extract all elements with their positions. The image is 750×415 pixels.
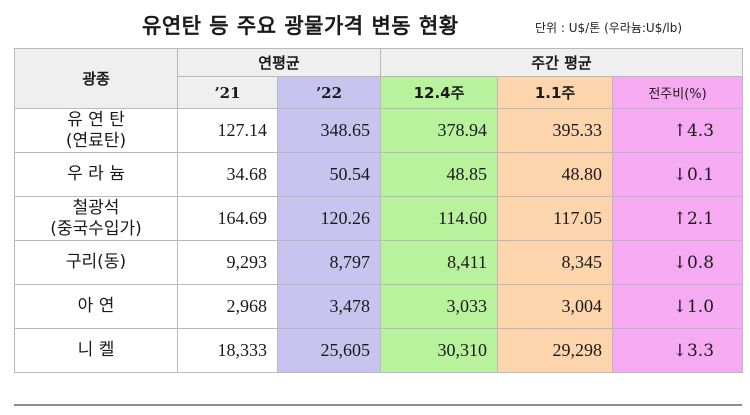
cell-week1: 114.60 (380, 196, 498, 241)
title-row: 유연탄 등 주요 광물가격 변동 현황 단위 : U$/톤 (우라늄:U$/lb… (0, 6, 750, 40)
cell-week1: 30,310 (380, 328, 498, 373)
mineral-price-table: 광종 연평균 주간 평균 ’21 ’22 12.4주 1.1주 전주비(%) 유… (14, 48, 744, 373)
header-week2: 1.1주 (497, 76, 613, 109)
page-title: 유연탄 등 주요 광물가격 변동 현황 (142, 14, 459, 38)
row-name-line1: 철광석 (72, 197, 120, 218)
row-name-line1: 구리(동) (65, 252, 127, 272)
cell-2021: 164.69 (177, 196, 278, 241)
cell-change: ↑4.3 (611, 108, 744, 153)
header-annual-avg: 연평균 (177, 48, 381, 77)
cell-change: ↓3.3 (611, 328, 744, 373)
cell-2022: 25,605 (277, 328, 381, 373)
cell-week2: 3,004 (497, 284, 613, 329)
row-name-line1: 유 연 탄 (67, 109, 125, 130)
cell-week2: 48.80 (497, 152, 613, 197)
cell-2022: 3,478 (277, 284, 381, 329)
cell-change: ↑2.1 (611, 196, 744, 241)
table-row: 철광석 (중국수입가) 164.69 120.26 114.60 117.05 … (14, 196, 744, 241)
row-name: 아 연 (14, 284, 178, 329)
header-mineral: 광종 (14, 48, 178, 109)
header-row-2: ’21 ’22 12.4주 1.1주 전주비(%) (15, 76, 744, 109)
table-row: 니 켈 18,333 25,605 30,310 29,298 ↓3.3 (14, 328, 744, 373)
cell-2021: 2,968 (177, 284, 278, 329)
row-name: 우 라 늄 (14, 152, 178, 197)
cell-week1: 8,411 (380, 240, 498, 285)
cell-change: ↓0.8 (611, 240, 744, 285)
cell-2022: 348.65 (277, 108, 381, 153)
header-week1: 12.4주 (380, 76, 498, 109)
row-name: 철광석 (중국수입가) (14, 196, 178, 241)
unit-note: 단위 : U$/톤 (우라늄:U$/lb) (535, 21, 683, 35)
row-name-line1: 아 연 (77, 296, 115, 316)
header-2022: ’22 (277, 76, 381, 109)
cell-2021: 9,293 (177, 240, 278, 285)
cell-2022: 8,797 (277, 240, 381, 285)
cell-2022: 50.54 (277, 152, 381, 197)
cell-2021: 127.14 (177, 108, 278, 153)
row-name-line1: 우 라 늄 (67, 164, 125, 184)
row-name: 유 연 탄 (연료탄) (14, 108, 178, 153)
cell-week1: 378.94 (380, 108, 498, 153)
cell-change: ↓1.0 (611, 284, 744, 329)
cell-week2: 8,345 (497, 240, 613, 285)
header-2021: ’21 (177, 76, 278, 109)
row-name-line2: (중국수입가) (50, 218, 142, 239)
cell-week2: 117.05 (497, 196, 613, 241)
header-change: 전주비(%) (611, 76, 744, 109)
row-name-line2: (연료탄) (65, 130, 127, 151)
cell-week2: 395.33 (497, 108, 613, 153)
row-name-line1: 니 켈 (77, 340, 115, 360)
cell-2021: 18,333 (177, 328, 278, 373)
cell-change: ↓0.1 (611, 152, 744, 197)
table-row: 구리(동) 9,293 8,797 8,411 8,345 ↓0.8 (14, 240, 744, 285)
table-bottom-rule (14, 404, 742, 406)
row-name: 구리(동) (14, 240, 178, 285)
row-name: 니 켈 (14, 328, 178, 373)
table-row: 우 라 늄 34.68 50.54 48.85 48.80 ↓0.1 (14, 152, 744, 197)
cell-week1: 3,033 (380, 284, 498, 329)
cell-2022: 120.26 (277, 196, 381, 241)
table-row: 유 연 탄 (연료탄) 127.14 348.65 378.94 395.33 … (14, 108, 744, 153)
header-row-1: 광종 연평균 주간 평균 (14, 48, 744, 109)
cell-2021: 34.68 (177, 152, 278, 197)
cell-week1: 48.85 (380, 152, 498, 197)
header-weekly-avg: 주간 평균 (379, 48, 744, 77)
cell-week2: 29,298 (497, 328, 613, 373)
table-row: 아 연 2,968 3,478 3,033 3,004 ↓1.0 (14, 284, 744, 329)
